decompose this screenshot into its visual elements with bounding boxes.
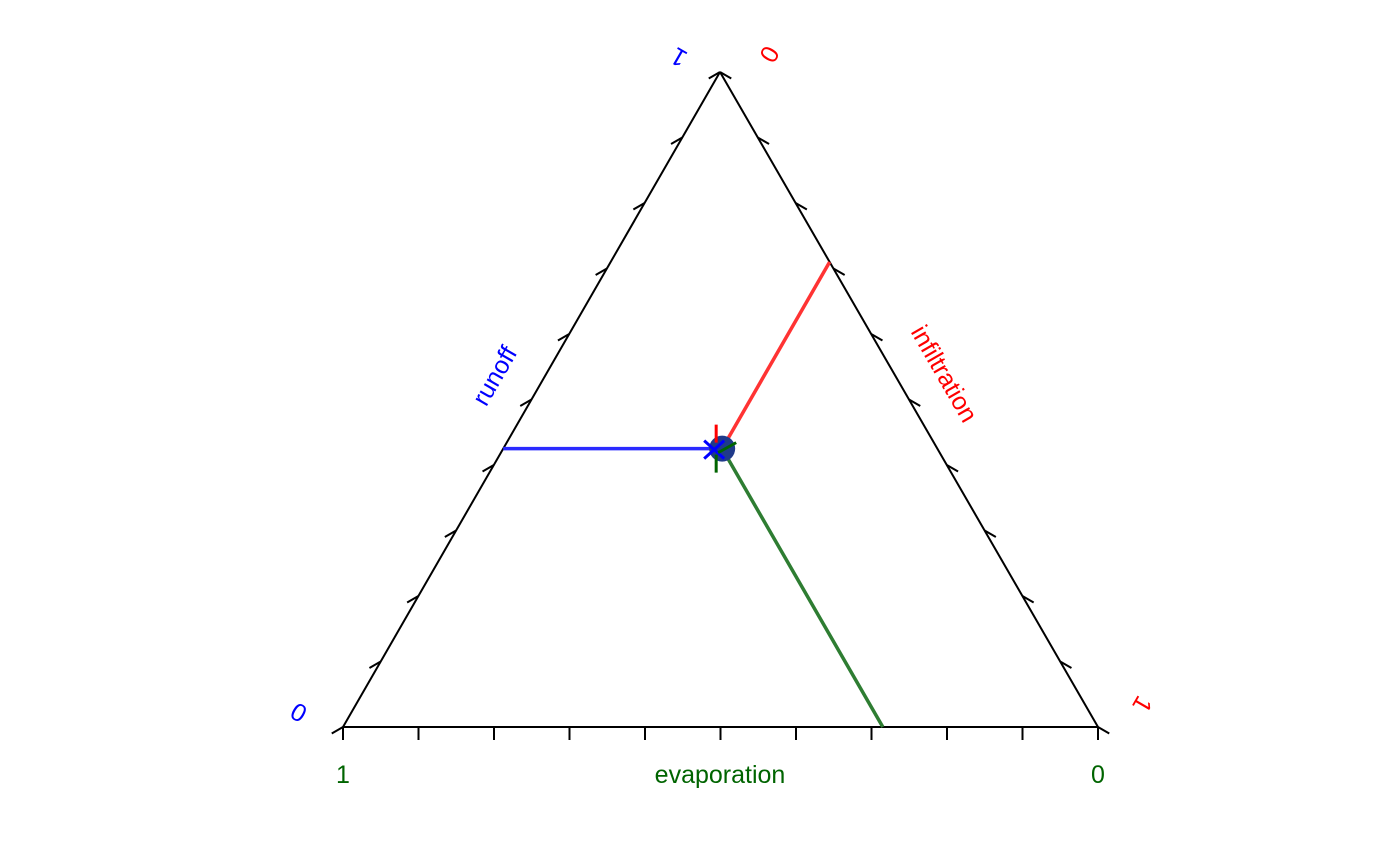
- runoff-tick: [368, 660, 382, 669]
- guide-lines: [503, 261, 885, 728]
- axis-end-labels: 1 0 0 1 1 0: [286, 41, 1158, 789]
- runoff-marker: [703, 439, 726, 460]
- infiltration-min-label: 0: [753, 41, 784, 67]
- evaporation-guide-line: [720, 447, 885, 728]
- infiltration-tick: [1021, 595, 1035, 604]
- runoff-tick: [519, 398, 533, 407]
- data-point-layer: [703, 424, 737, 473]
- tick-marks: [331, 71, 1110, 740]
- infiltration-tick: [1059, 660, 1072, 669]
- infiltration-tick: [984, 529, 997, 538]
- runoff-max-label: 1: [666, 41, 692, 72]
- runoff-tick: [632, 202, 646, 211]
- runoff-tick: [557, 333, 570, 342]
- infiltration-tick: [795, 202, 808, 211]
- evaporation-axis-title: evaporation: [655, 761, 786, 789]
- axis-titles: runoff infiltration evaporation: [467, 321, 983, 789]
- runoff-tick: [406, 595, 419, 604]
- infiltration-max-label: 1: [1126, 691, 1157, 717]
- runoff-tick: [444, 529, 457, 538]
- infiltration-guide-line: [720, 261, 832, 450]
- infiltration-tick: [832, 267, 846, 276]
- infiltration-tick: [870, 333, 883, 342]
- infiltration-tick: [946, 464, 959, 473]
- runoff-tick: [708, 71, 721, 80]
- runoff-axis-title: runoff: [467, 341, 523, 410]
- infiltration-tick: [1097, 726, 1110, 735]
- runoff-tick: [482, 464, 495, 473]
- runoff-tick: [595, 267, 608, 276]
- evaporation-max-label: 1: [336, 761, 350, 789]
- infiltration-tick: [757, 136, 770, 145]
- runoff-tick: [670, 136, 683, 145]
- triangle-frame: [342, 71, 1099, 728]
- evaporation-marker: [717, 441, 737, 454]
- evaporation-min-label: 0: [1091, 761, 1105, 789]
- runoff-tick: [331, 726, 344, 735]
- infiltration-tick: [908, 398, 921, 407]
- runoff-min-label: 0: [286, 696, 312, 727]
- infiltration-tick: [719, 71, 732, 80]
